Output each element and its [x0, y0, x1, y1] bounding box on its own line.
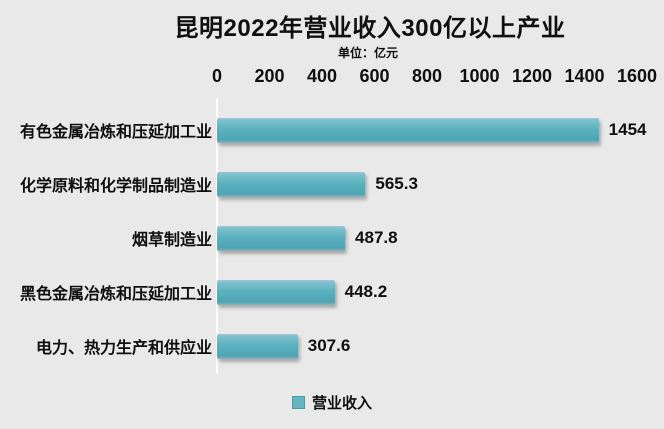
value-label: 448.2	[344, 282, 388, 301]
revenue-bar	[217, 333, 298, 359]
bar-row: 有色金属冶炼和压延加工业 1454	[0, 103, 664, 157]
x-axis-tick-label: 0	[211, 66, 223, 86]
revenue-bar	[217, 279, 335, 305]
bar-track: 487.8	[217, 225, 664, 251]
legend: 营业收入	[0, 392, 664, 413]
bar-row: 化学原料和化学制品制造业 565.3	[0, 157, 664, 211]
x-axis-tick-label: 1600	[616, 66, 658, 86]
bar-row: 电力、热力生产和供应业 307.6	[0, 319, 664, 373]
category-label: 黑色金属冶炼和压延加工业	[19, 286, 212, 303]
bar-row: 烟草制造业 487.8	[0, 211, 664, 265]
bar-track: 565.3	[217, 171, 664, 197]
legend-label: 营业收入	[311, 395, 372, 412]
value-label: 1454	[608, 120, 647, 139]
revenue-bar	[217, 225, 346, 251]
x-axis-tick-label: 1000	[459, 66, 500, 86]
legend-swatch-icon	[291, 396, 305, 409]
x-axis-tick-label: 1400	[564, 66, 605, 86]
category-label: 有色金属冶炼和压延加工业	[19, 124, 212, 141]
category-label: 化学原料和化学制品制造业	[19, 178, 212, 195]
revenue-bar	[217, 171, 366, 197]
x-axis-tick-label: 400	[306, 66, 338, 86]
value-label: 307.6	[307, 336, 351, 355]
bar-row: 黑色金属冶炼和压延加工业 448.2	[0, 265, 664, 319]
value-label: 487.8	[355, 228, 398, 247]
category-label: 烟草制造业	[131, 232, 212, 249]
bar-track: 307.6	[217, 333, 664, 359]
bar-track: 1454	[217, 117, 664, 143]
x-axis-tick-label: 200	[254, 66, 285, 86]
x-axis-tick-label: 1200	[511, 66, 553, 86]
value-label: 565.3	[375, 174, 418, 193]
unit-label: 单位：亿元	[337, 46, 398, 60]
chart-title: 昆明2022年营业收入300亿以上产业	[174, 15, 566, 42]
revenue-bar	[217, 117, 599, 143]
x-axis-tick-label: 800	[411, 66, 443, 86]
x-axis: 0 200 400 600 800 1000 1200 1400 1600	[212, 66, 657, 88]
x-axis-tick-label: 600	[359, 66, 390, 86]
category-label: 电力、热力生产和供应业	[35, 340, 212, 357]
bar-track: 448.2	[217, 279, 664, 305]
bar-rows: 有色金属冶炼和压延加工业 1454 化学原料和化学制品制造业 565.3 烟草制…	[0, 103, 664, 373]
